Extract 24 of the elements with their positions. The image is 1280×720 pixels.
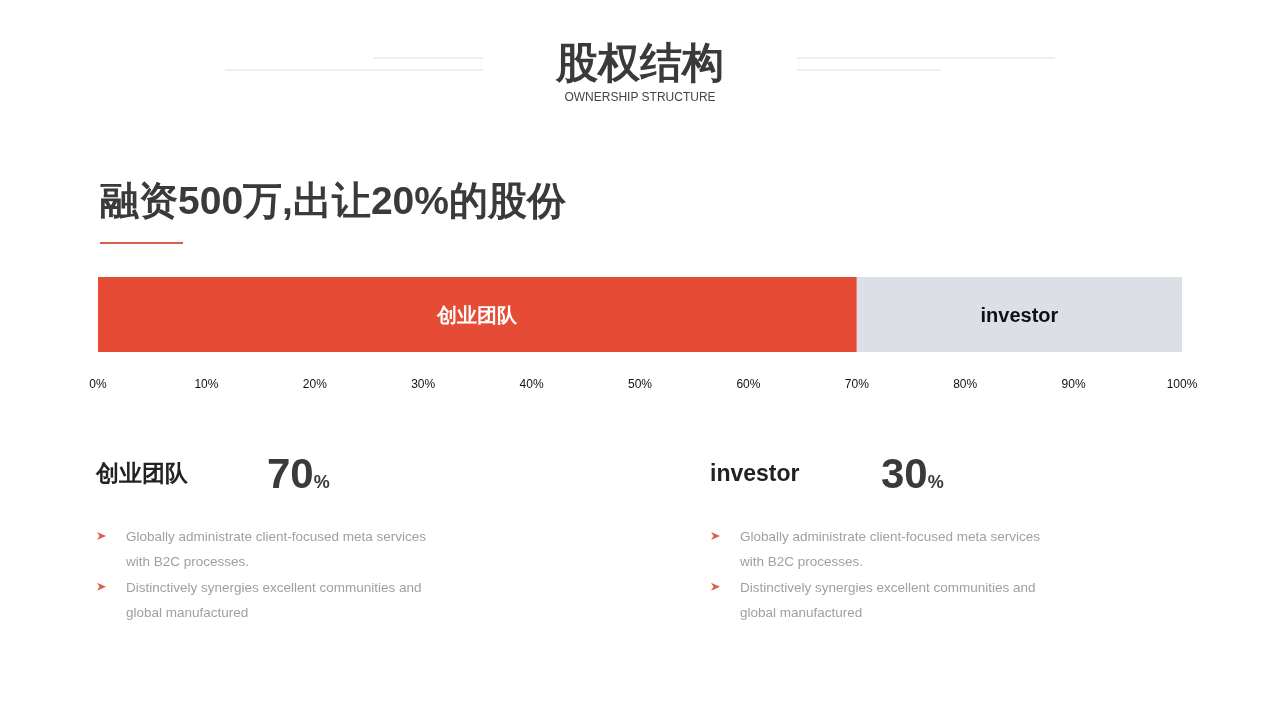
x-tick-label: 50% bbox=[627, 377, 653, 392]
text: investor bbox=[710, 460, 800, 486]
x-tick-label: 100% bbox=[1166, 377, 1198, 392]
chart-subtitle: OWNERSHIP STRUCTURE bbox=[564, 90, 716, 104]
x-tick-label: 90% bbox=[1061, 377, 1086, 392]
text: Globally administrate client-focused meta services with B2C processes. bbox=[739, 528, 1041, 570]
text: Distinctively synergies excellent communities and global manufactured bbox=[740, 579, 1036, 620]
x-tick-label: 60% bbox=[736, 377, 761, 392]
text: Globally administrate client-focused meta services with B2C processes. bbox=[125, 528, 427, 570]
x-tick-label: 0% bbox=[89, 377, 107, 392]
text: 融资500万,出让20%的股份 bbox=[100, 179, 567, 222]
text: 创业团队 bbox=[95, 460, 189, 486]
text: Distinctively synergies excellent communities and global manufactured bbox=[126, 579, 422, 620]
x-tick-label: 30% bbox=[411, 377, 436, 392]
chart-title: 股权结构 bbox=[555, 39, 724, 86]
series-label: investor bbox=[980, 303, 1059, 326]
x-tick-label: 10% bbox=[194, 377, 219, 392]
x-tick-label: 20% bbox=[302, 377, 328, 392]
x-tick-label: 80% bbox=[953, 377, 978, 392]
text: 70% bbox=[267, 450, 330, 497]
x-tick-label: 40% bbox=[519, 377, 544, 392]
series-label: 创业团队 bbox=[436, 303, 519, 326]
x-tick-label: 70% bbox=[844, 377, 870, 392]
text: 30% bbox=[881, 450, 944, 497]
